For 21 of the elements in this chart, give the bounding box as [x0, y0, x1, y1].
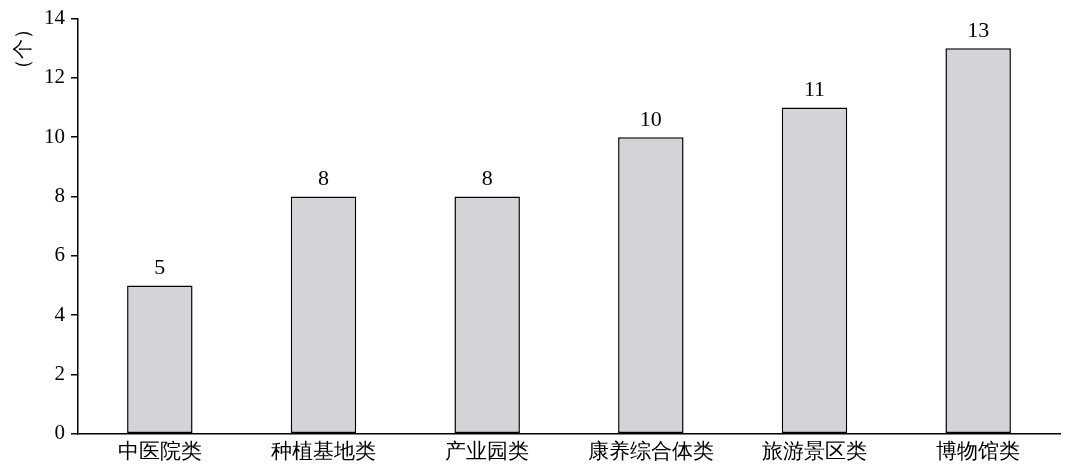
x-tick-label: 博物馆类: [936, 438, 1021, 463]
y-tick-label: 12: [44, 64, 65, 89]
data-label: 5: [154, 254, 166, 280]
y-axis-title: （个）: [11, 18, 34, 79]
x-tick-label: 康养综合体类: [587, 438, 714, 463]
data-label: 11: [803, 76, 826, 102]
x-tick-label: 种植基地类: [271, 438, 376, 463]
data-label: 8: [481, 165, 493, 191]
y-tick-label: 10: [44, 123, 65, 148]
y-tick-label: 14: [44, 5, 66, 30]
y-tick-label: 4: [54, 301, 66, 326]
data-label: 8: [318, 165, 329, 191]
y-tick-label: 0: [54, 420, 65, 445]
y-tick-label: 6: [54, 242, 65, 267]
data-label: 13: [967, 17, 990, 43]
x-tick-label: 旅游景区类: [762, 438, 867, 463]
y-tick-label: 2: [54, 361, 65, 385]
y-tick-label: 8: [54, 183, 65, 208]
x-tick-label: 中医院类: [117, 438, 202, 463]
data-label: 10: [639, 106, 662, 132]
x-tick-label: 产业园类: [445, 438, 530, 463]
